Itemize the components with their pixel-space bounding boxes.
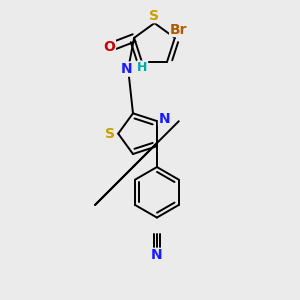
Text: S: S — [105, 127, 115, 141]
Text: N: N — [121, 62, 133, 76]
Text: N: N — [151, 248, 163, 262]
Text: O: O — [103, 40, 116, 54]
Text: N: N — [158, 112, 170, 126]
Text: Br: Br — [169, 22, 187, 37]
Text: H: H — [137, 61, 148, 74]
Text: S: S — [148, 9, 159, 23]
